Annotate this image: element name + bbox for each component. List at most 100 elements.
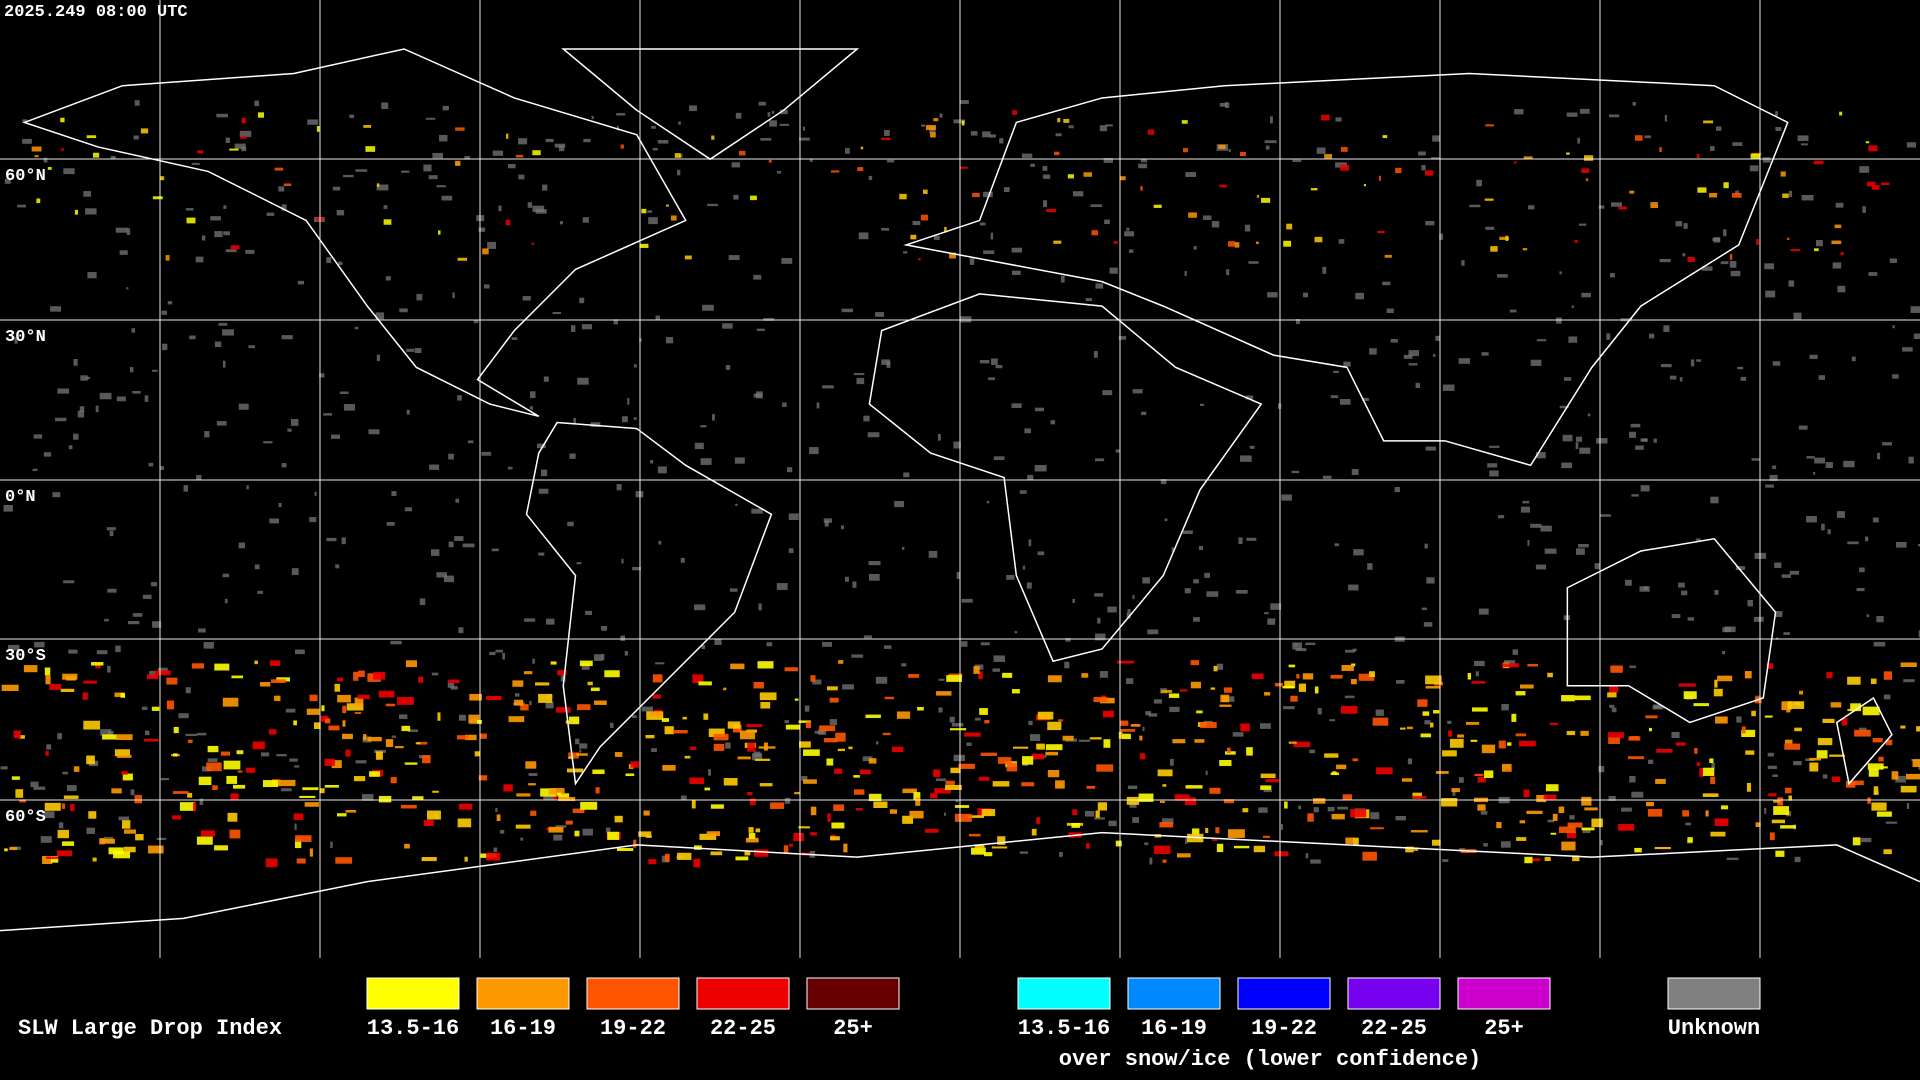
cloud-pixel <box>1715 126 1722 131</box>
cloud-pixel <box>106 527 116 531</box>
slw-pixel <box>1363 184 1367 187</box>
slw-pixel <box>88 811 97 819</box>
slw-pixel <box>699 833 717 840</box>
slw-pixel <box>191 663 205 669</box>
cloud-pixel <box>239 130 252 138</box>
slw-pixel <box>1412 795 1427 799</box>
cloud-pixel <box>1895 775 1906 783</box>
cloud-pixel <box>1144 842 1149 846</box>
cloud-pixel <box>1298 805 1302 810</box>
cloud-pixel <box>529 406 533 410</box>
cloud-pixel <box>1647 759 1654 765</box>
cloud-pixel <box>937 433 941 441</box>
cloud-pixel <box>1330 395 1339 399</box>
slw-pixel <box>1868 145 1878 152</box>
cloud-pixel <box>536 443 546 449</box>
slw-pixel <box>1196 710 1203 714</box>
slw-pixel <box>245 767 256 773</box>
slw-pixel <box>1395 167 1402 174</box>
slw-pixel <box>166 700 175 710</box>
slw-pixel <box>1780 171 1786 177</box>
slw-pixel <box>1608 737 1620 744</box>
cloud-pixel <box>1142 577 1150 584</box>
slw-pixel <box>1091 230 1099 236</box>
cloud-pixel <box>1544 548 1557 554</box>
slw-pixel <box>1350 678 1357 685</box>
slw-pixel <box>1572 855 1580 862</box>
slw-pixel <box>538 693 553 703</box>
cloud-pixel <box>126 287 129 290</box>
cloud-pixel <box>1085 298 1093 302</box>
cloud-pixel <box>1421 165 1426 171</box>
slw-pixel <box>1634 135 1643 141</box>
cloud-pixel <box>1037 551 1045 556</box>
slw-pixel <box>295 835 312 842</box>
cloud-pixel <box>419 598 426 606</box>
slw-pixel <box>1290 695 1298 702</box>
slw-pixel <box>930 793 938 799</box>
cloud-pixel <box>621 558 624 564</box>
cloud-pixel <box>535 209 547 214</box>
cloud-pixel <box>647 210 653 213</box>
slw-pixel <box>432 790 439 793</box>
cloud-pixel <box>1624 579 1632 586</box>
cloud-pixel <box>1093 351 1098 358</box>
cloud-pixel <box>1527 539 1530 546</box>
slw-pixel <box>520 704 529 711</box>
cloud-pixel <box>1011 247 1023 253</box>
slw-pixel <box>1370 827 1384 830</box>
slw-pixel <box>973 666 980 674</box>
slw-pixel <box>1031 828 1037 836</box>
cloud-pixel <box>178 713 189 719</box>
slw-pixel <box>1351 663 1356 667</box>
cloud-pixel <box>982 191 993 198</box>
cloud-pixel <box>159 466 165 470</box>
cloud-pixel <box>290 419 299 426</box>
slw-pixel <box>1471 707 1488 712</box>
cloud-pixel <box>991 358 998 365</box>
cloud-pixel <box>401 170 410 173</box>
cloud-pixel <box>1889 258 1897 263</box>
slw-pixel <box>1523 789 1530 798</box>
cloud-pixel <box>79 406 85 413</box>
cloud-pixel <box>842 684 854 690</box>
cloud-pixel <box>1690 359 1695 367</box>
cloud-pixel <box>416 293 423 301</box>
slw-pixel <box>1524 856 1533 864</box>
slw-pixel <box>1205 827 1209 833</box>
slw-pixel <box>1717 675 1733 682</box>
cloud-pixel <box>1522 500 1530 504</box>
cloud-pixel <box>1710 496 1719 504</box>
cloud-pixel <box>753 751 761 757</box>
slw-pixel <box>934 788 951 794</box>
slw-pixel <box>1490 246 1498 252</box>
cloud-pixel <box>1530 523 1542 528</box>
slw-pixel <box>1430 722 1434 728</box>
cloud-pixel <box>115 227 128 233</box>
cloud-pixel <box>1611 202 1623 207</box>
slw-pixel <box>793 833 804 842</box>
slw-pixel <box>638 831 652 837</box>
slw-pixel <box>948 673 963 677</box>
slw-pixel <box>1790 249 1801 252</box>
cloud-pixel <box>1711 762 1715 769</box>
slw-pixel <box>220 751 231 756</box>
cloud-pixel <box>1577 137 1581 144</box>
cloud-pixel <box>782 402 787 407</box>
slw-pixel <box>229 829 241 839</box>
slw-pixel <box>1809 757 1822 761</box>
slw-pixel <box>1412 792 1422 799</box>
cloud-pixel <box>545 138 554 143</box>
cloud-pixel <box>1514 109 1524 115</box>
slw-pixel <box>173 726 179 734</box>
cloud-pixel <box>207 758 218 762</box>
cloud-pixel <box>1653 704 1662 709</box>
slw-pixel <box>1302 673 1314 680</box>
cloud-pixel <box>1103 158 1113 163</box>
cloud-pixel <box>281 335 293 340</box>
cloud-pixel <box>492 150 504 156</box>
slw-pixel <box>477 719 482 724</box>
cloud-pixel <box>1439 233 1444 240</box>
slw-pixel <box>1715 716 1728 724</box>
slw-pixel <box>1047 721 1062 731</box>
